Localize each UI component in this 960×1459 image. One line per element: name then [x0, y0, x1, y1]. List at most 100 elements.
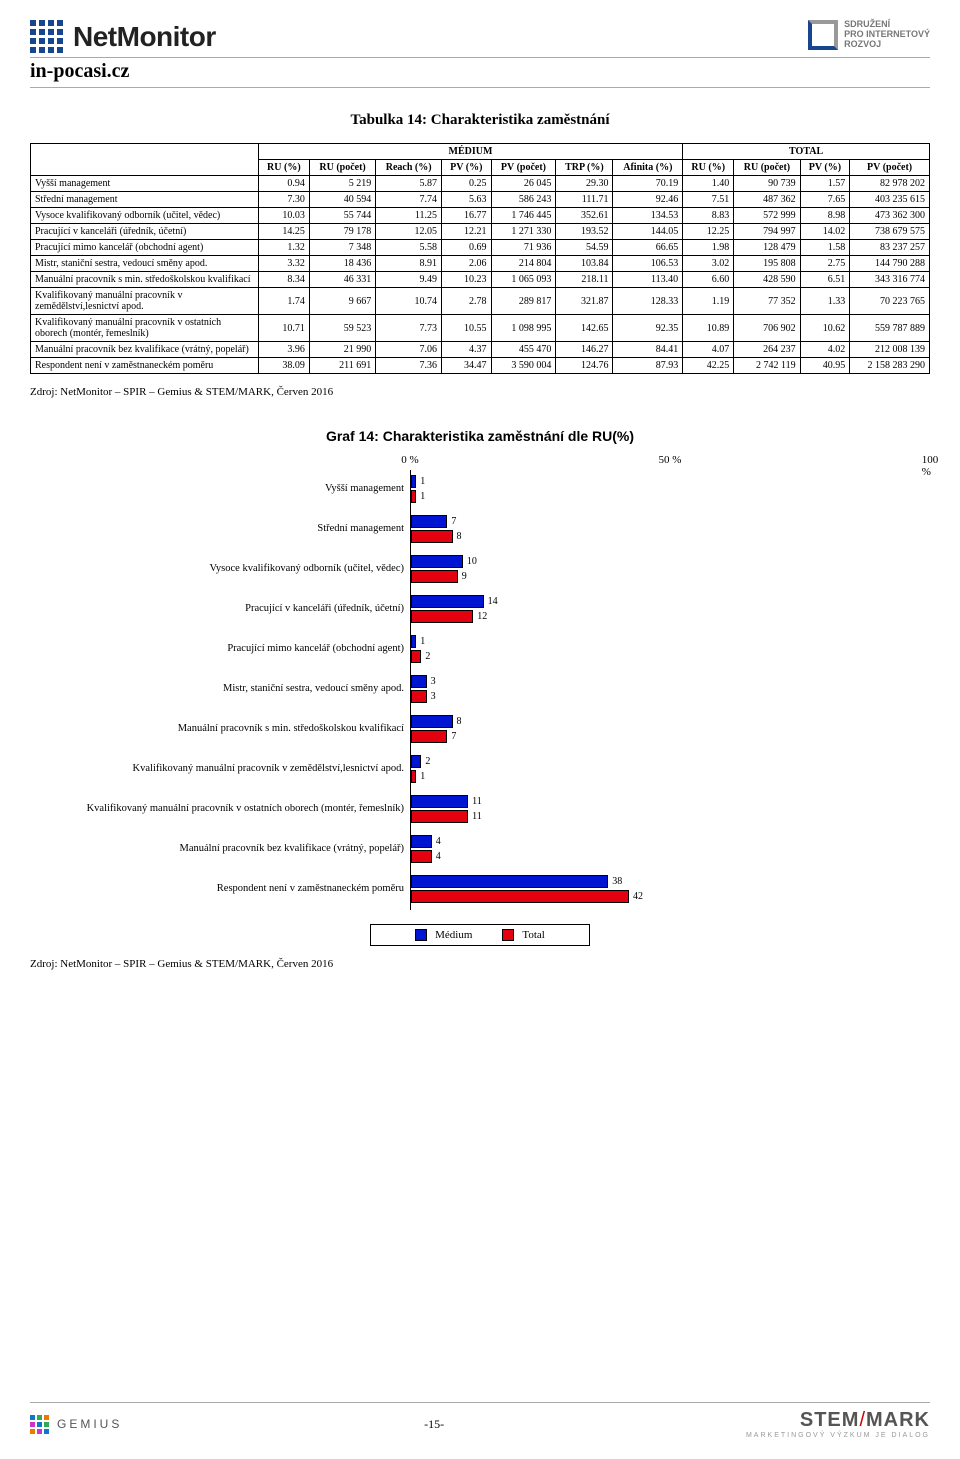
cell: 2 158 283 290 [850, 358, 930, 374]
logo-grid-icon [30, 20, 63, 53]
chart-row: 33 [411, 670, 930, 710]
axis-tick: 0 % [401, 454, 418, 466]
spir-text: SDRUŽENÍ PRO INTERNETOVÝ ROZVOJ [844, 20, 930, 50]
cell: 59 523 [309, 315, 375, 342]
legend-medium: Médium [415, 929, 472, 941]
cell: 54.59 [556, 240, 613, 256]
bar-value: 1 [420, 476, 425, 487]
cell: 84.41 [613, 342, 683, 358]
bar-value: 2 [425, 756, 430, 767]
legend-swatch-blue [415, 929, 427, 941]
chart-row: 44 [411, 830, 930, 870]
bar-medium [411, 475, 416, 488]
cell: 6.60 [683, 272, 734, 288]
table-body: Vyšší management0.945 2195.870.2526 0452… [31, 176, 930, 374]
bar-value: 7 [451, 516, 456, 527]
col-header: RU (počet) [734, 160, 800, 176]
bar-value: 9 [462, 571, 467, 582]
cell: 66.65 [613, 240, 683, 256]
cell: 10.62 [800, 315, 850, 342]
cell: 12.25 [683, 224, 734, 240]
bar-value: 4 [436, 836, 441, 847]
cell: 103.84 [556, 256, 613, 272]
chart-row: 21 [411, 750, 930, 790]
cell: 42.25 [683, 358, 734, 374]
bar-medium [411, 715, 453, 728]
chart-x-axis: 0 %50 %100 % [410, 454, 930, 470]
cell: 586 243 [491, 192, 556, 208]
chart-row: 1111 [411, 790, 930, 830]
cell: 144.05 [613, 224, 683, 240]
cell: 572 999 [734, 208, 800, 224]
cell: 34.47 [442, 358, 492, 374]
cell: 2.75 [800, 256, 850, 272]
cell: 218.11 [556, 272, 613, 288]
page-header: NetMonitor SDRUŽENÍ PRO INTERNETOVÝ ROZV… [30, 20, 930, 58]
cell: 428 590 [734, 272, 800, 288]
col-header: RU (počet) [309, 160, 375, 176]
site-name: in-pocasi.cz [30, 60, 930, 88]
table-row: Střední management7.3040 5947.745.63586 … [31, 192, 930, 208]
cell: 77 352 [734, 288, 800, 315]
chart-row-label: Manuální pracovník s min. středoškolskou… [30, 710, 404, 750]
table-row: Respondent není v zaměstnaneckém poměru3… [31, 358, 930, 374]
table-row: Vyšší management0.945 2195.870.2526 0452… [31, 176, 930, 192]
source-line-1: Zdroj: NetMonitor – SPIR – Gemius & STEM… [30, 386, 930, 398]
spir-logo: SDRUŽENÍ PRO INTERNETOVÝ ROZVOJ [808, 20, 930, 50]
bar-value: 1 [420, 771, 425, 782]
cell: 5.87 [376, 176, 442, 192]
cell: 289 817 [491, 288, 556, 315]
table-row: Manuální pracovník bez kvalifikace (vrát… [31, 342, 930, 358]
cell: 2.06 [442, 256, 492, 272]
bar-medium [411, 755, 421, 768]
cell: 83 237 257 [850, 240, 930, 256]
cell: 3.96 [258, 342, 309, 358]
group-medium: MÉDIUM [258, 144, 682, 160]
cell: 128 479 [734, 240, 800, 256]
cell: 212 008 139 [850, 342, 930, 358]
brand-name: NetMonitor [73, 21, 216, 53]
chart-title: Graf 14: Charakteristika zaměstnání dle … [30, 428, 930, 444]
bar-total [411, 610, 473, 623]
cell: 1.98 [683, 240, 734, 256]
chart-row: 3842 [411, 870, 930, 910]
legend-swatch-red [502, 929, 514, 941]
row-label: Vysoce kvalifikovaný odborník (učitel, v… [31, 208, 259, 224]
chart: Vyšší managementStřední managementVysoce… [30, 454, 930, 910]
cell: 10.89 [683, 315, 734, 342]
chart-row: 1412 [411, 590, 930, 630]
cell: 106.53 [613, 256, 683, 272]
cell: 92.35 [613, 315, 683, 342]
cell: 706 902 [734, 315, 800, 342]
row-label: Pracující mimo kancelář (obchodní agent) [31, 240, 259, 256]
cell: 113.40 [613, 272, 683, 288]
cell: 4.07 [683, 342, 734, 358]
chart-row-label: Kvalifikovaný manuální pracovník v zeměd… [30, 750, 404, 790]
cell: 0.25 [442, 176, 492, 192]
row-label: Kvalifikovaný manuální pracovník v ostat… [31, 315, 259, 342]
cell: 87.93 [613, 358, 683, 374]
cell: 146.27 [556, 342, 613, 358]
cell: 14.02 [800, 224, 850, 240]
cell: 3.02 [683, 256, 734, 272]
cell: 1.33 [800, 288, 850, 315]
cell: 38.09 [258, 358, 309, 374]
cell: 124.76 [556, 358, 613, 374]
cell: 7.65 [800, 192, 850, 208]
cell: 264 237 [734, 342, 800, 358]
col-header: Afinita (%) [613, 160, 683, 176]
cell: 1.74 [258, 288, 309, 315]
chart-row: 11 [411, 470, 930, 510]
bar-medium [411, 635, 416, 648]
bar-medium [411, 555, 463, 568]
gemius-grid-icon [30, 1415, 49, 1434]
bar-value: 8 [457, 716, 462, 727]
bar-total [411, 650, 421, 663]
cell: 4.37 [442, 342, 492, 358]
cell: 92.46 [613, 192, 683, 208]
col-header: PV (%) [442, 160, 492, 176]
cell: 9 667 [309, 288, 375, 315]
bar-medium [411, 795, 468, 808]
cell: 0.69 [442, 240, 492, 256]
col-header: PV (počet) [850, 160, 930, 176]
